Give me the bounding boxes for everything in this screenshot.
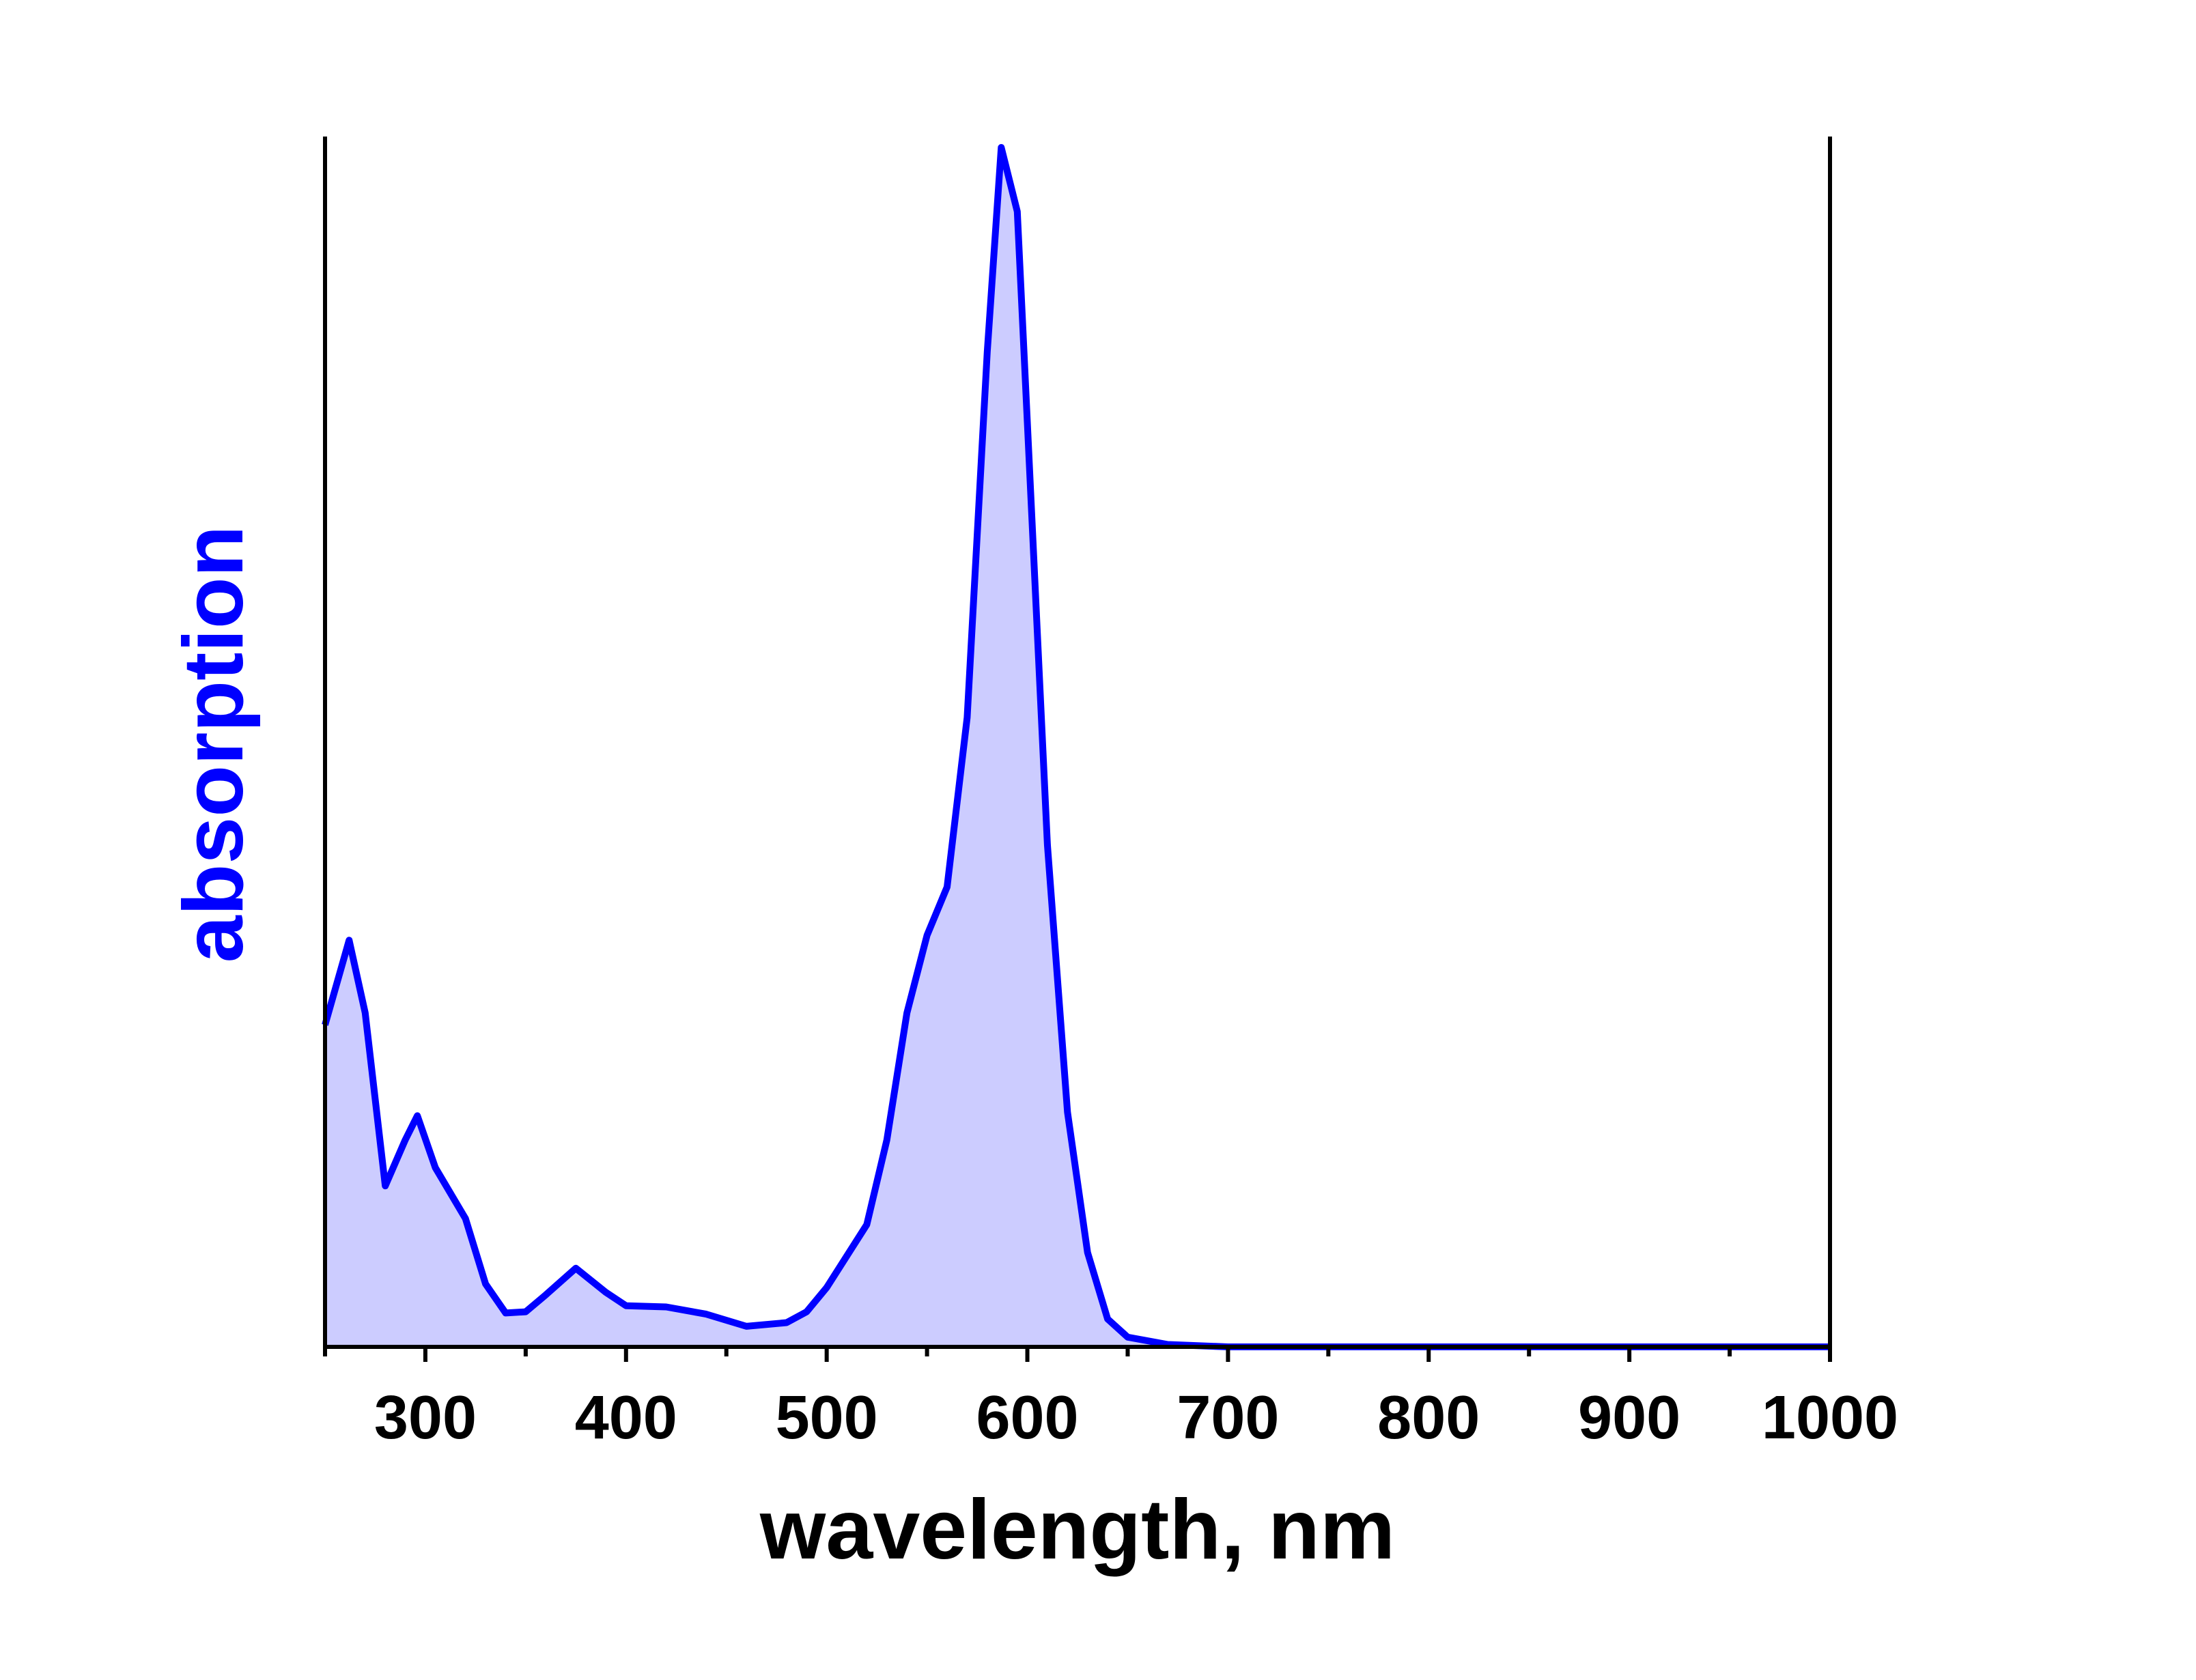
x-tick-label: 300	[374, 1384, 477, 1452]
x-tick-label: 400	[575, 1384, 677, 1452]
x-tick-label: 500	[776, 1384, 878, 1452]
x-tick-label: 900	[1578, 1384, 1680, 1452]
x-axis-label: wavelength, nm	[759, 1483, 1395, 1577]
spectrum-line	[322, 144, 1830, 1350]
x-tick-label: 700	[1177, 1384, 1279, 1452]
x-tick-label: 800	[1377, 1384, 1480, 1452]
y-axis-label: absorption	[167, 526, 261, 963]
x-tick-label: 600	[976, 1384, 1078, 1452]
x-tick-label: 1000	[1762, 1384, 1898, 1452]
